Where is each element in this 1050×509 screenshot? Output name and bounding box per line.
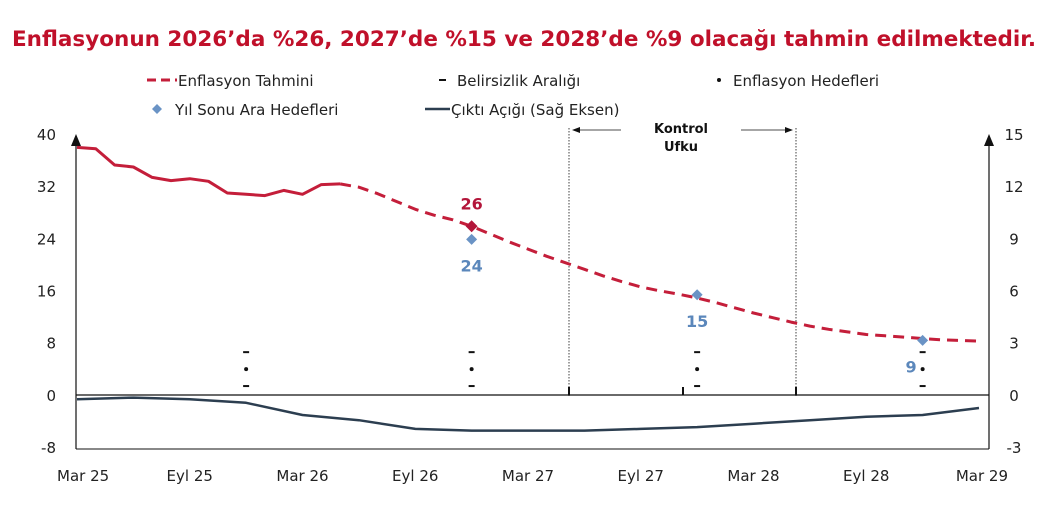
target-markers	[244, 367, 925, 372]
target-marker	[244, 367, 249, 372]
x-tick-label: Eyl 25	[167, 467, 213, 485]
axes	[71, 134, 994, 450]
legend-targets-swatch	[717, 78, 721, 82]
interim-target-marker	[466, 233, 478, 245]
legend-targets-label: Enflasyon Hedefleri	[733, 72, 879, 90]
x-tick-label: Mar 29	[956, 467, 1008, 485]
y-left-tick-label: 32	[37, 178, 56, 196]
uncertainty-markers	[243, 351, 926, 388]
series-lines	[76, 145, 980, 432]
target-marker	[920, 367, 925, 372]
x-tick-label: Eyl 27	[618, 467, 664, 485]
interim-target-label: 24	[460, 256, 482, 275]
y-left-tick-label: 8	[46, 335, 56, 353]
control-horizon-label-line2: Ufku	[664, 140, 698, 155]
x-tick-label: Mar 26	[276, 467, 328, 485]
control-horizon: Kontrol Ufku	[568, 122, 797, 396]
control-horizon-label-line1: Kontrol	[654, 122, 708, 137]
x-tick-label: Eyl 26	[392, 467, 438, 485]
forecast-marker	[465, 220, 478, 233]
y-left-tick-label: 0	[46, 387, 56, 405]
y-left-tick-label: 40	[37, 126, 56, 144]
inflation-actual-line	[76, 145, 341, 198]
y-right-tick-label: 12	[1004, 178, 1023, 196]
x-tick-label: Mar 27	[502, 467, 554, 485]
target-marker	[695, 367, 700, 372]
legend-interim-swatch	[152, 104, 162, 114]
x-tick-label: Mar 28	[727, 467, 779, 485]
forecast-marker-label: 26	[460, 194, 482, 213]
inflation-forecast-line	[339, 182, 980, 343]
y-left-tick-label: -8	[41, 439, 56, 457]
legend-interim-label: Yıl Sonu Ara Hedefleri	[174, 101, 338, 119]
x-tick-label: Eyl 28	[843, 467, 889, 485]
interim-target-label: 15	[686, 312, 708, 331]
legend-uncertainty-label: Belirsizlik Aralığı	[457, 72, 580, 90]
left-axis-arrow	[71, 134, 81, 146]
y-right-tick-label: 6	[1009, 283, 1019, 301]
control-horizon-left-arrowhead	[572, 127, 580, 133]
target-marker	[469, 367, 474, 372]
y-right-tick-label: 9	[1009, 230, 1019, 248]
y-right-tick-label: -3	[1007, 439, 1022, 457]
legend: Enflasyon Tahmini Belirsizlik Aralığı En…	[147, 72, 879, 119]
control-horizon-right-arrowhead	[785, 127, 793, 133]
point-markers: 26 24 15 9	[460, 194, 929, 376]
x-tick-label: Mar 25	[57, 467, 109, 485]
chart-title: Enflasyonun 2026’da %26, 2027’de %15 ve …	[12, 27, 1036, 52]
interim-target-marker	[691, 289, 703, 301]
interim-target-marker	[917, 334, 929, 346]
right-axis-arrow	[984, 134, 994, 146]
y-right-tick-label: 0	[1009, 387, 1019, 405]
y-left-tick-label: 16	[37, 283, 56, 301]
y-right-tick-label: 3	[1009, 335, 1019, 353]
output-gap-line	[76, 396, 980, 432]
tick-labels: -8 0 8 16 24 32 40 -3 0 3 6 9 12 15 Mar 25 Eyl 25 Mar 26…	[37, 126, 1024, 485]
y-left-tick-label: 24	[37, 230, 56, 248]
legend-output-gap-label: Çıktı Açığı (Sağ Eksen)	[451, 101, 619, 119]
y-right-tick-label: 15	[1004, 126, 1023, 144]
interim-target-label: 9	[905, 357, 916, 376]
legend-forecast-label: Enflasyon Tahmini	[178, 72, 314, 90]
